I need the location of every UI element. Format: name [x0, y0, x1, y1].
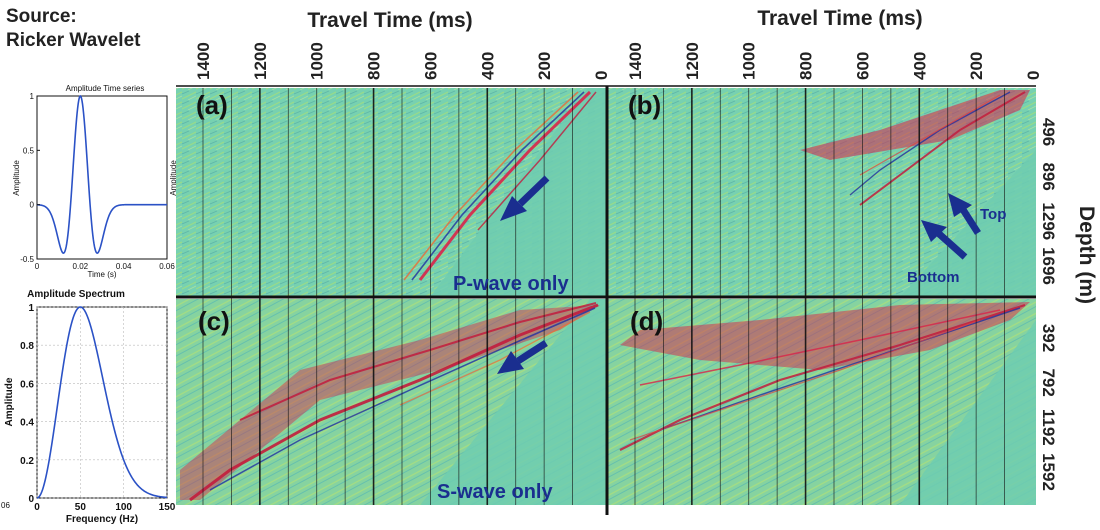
source-line1: Source:: [6, 6, 77, 27]
spectrum-ytick-label: 0.4: [20, 418, 34, 429]
time-series-xtick-label: 0.06: [159, 262, 175, 271]
arrow-panel-a: [500, 175, 550, 221]
panel-label-b: (b): [628, 90, 661, 120]
time-series-ytick-label: 0: [30, 201, 35, 210]
travel-time-tick-label: 800: [797, 52, 816, 80]
panel-label-c: (c): [198, 306, 230, 336]
travel-time-tick-label: 200: [535, 52, 554, 80]
spectrum-ytick-label: 0.2: [20, 456, 34, 467]
travel-time-tick-label: 0: [1024, 71, 1043, 80]
spectrum-xtick-label: 100: [115, 502, 132, 513]
p-wave-label: P-wave only: [453, 273, 569, 295]
spectrum-xtick-label: 0: [34, 502, 40, 513]
time-series-ytick-label: -0.5: [20, 255, 34, 264]
time-series-xlabel: Time (s): [87, 270, 116, 279]
panel-label-a: (a): [196, 90, 228, 120]
spectrum-line: [36, 306, 168, 499]
depth-tick-label: 1296: [1039, 202, 1058, 240]
spectrum-xtick-label: 50: [75, 502, 87, 513]
panel-d-quiet-zone: [900, 320, 1036, 505]
spectrum-xtick-label: 150: [159, 502, 176, 513]
travel-time-tick-label: 1000: [740, 42, 759, 80]
travel-time-tick-label: 200: [967, 52, 986, 80]
travel-time-tick-label: 1400: [194, 42, 213, 80]
travel-time-tick-label: 400: [910, 52, 929, 80]
s-wave-label: S-wave only: [437, 481, 553, 503]
travel-time-tick-label: 1200: [683, 42, 702, 80]
spectrum-ytick-label: 0.6: [20, 379, 34, 390]
time-series-xtick-label: 0.04: [116, 262, 132, 271]
depth-tick-label: 896: [1039, 162, 1058, 190]
depth-axis-title: Depth (m): [1075, 206, 1098, 304]
panel-c-quiet-zone: [420, 299, 606, 505]
spectrum-ytick-label: 0: [28, 494, 34, 505]
stray-tick-label: 06: [1, 501, 10, 510]
time-series-frame: [36, 95, 168, 260]
time-series-ytick-label: 0.5: [23, 146, 35, 155]
time-series-xtick-label: 0: [35, 262, 40, 271]
travel-time-title-left: Travel Time (ms): [307, 9, 472, 32]
depth-tick-label: 496: [1039, 118, 1058, 146]
spectrum-ytick-label: 1: [28, 303, 34, 314]
panel-label-d: (d): [630, 306, 663, 336]
panel-b-events: [800, 90, 1030, 206]
travel-time-tick-label: 400: [478, 52, 497, 80]
travel-time-tick-label: 0: [592, 71, 611, 80]
depth-tick-label: 1592: [1039, 453, 1058, 491]
depth-tick-label: 1696: [1039, 247, 1058, 285]
spectrum-ytick-label: 0.8: [20, 341, 34, 352]
time-series-ylabel-right: Amplitude: [169, 160, 178, 196]
arrow-bottom: [921, 220, 968, 260]
travel-time-tick-label: 800: [365, 52, 384, 80]
bottom-annotation: Bottom: [907, 269, 960, 286]
spectrum-title: Amplitude Spectrum: [27, 289, 125, 300]
time-series-line: [36, 94, 167, 255]
time-series-chart: Amplitude Time series 10.50-0.5 0 0.02 0.0…: [12, 84, 178, 279]
travel-time-tick-label: 600: [853, 52, 872, 80]
arrow-top: [948, 193, 981, 235]
panel-c-events: [180, 302, 600, 502]
travel-time-tick-label: 1000: [308, 42, 327, 80]
spectrum-ylabel: Amplitude: [4, 377, 15, 426]
panel-a-quiet-zone: [430, 88, 606, 297]
depth-tick-label: 792: [1039, 368, 1058, 396]
time-series-ytick-label: 1: [30, 92, 35, 101]
source-line2: Ricker Wavelet: [6, 30, 141, 51]
spectrum-frame: [36, 306, 168, 499]
top-annotation: Top: [980, 206, 1006, 223]
panel-d-events: [619, 302, 1030, 451]
depth-tick-label: 1192: [1039, 409, 1058, 446]
travel-time-tick-label: 1400: [626, 42, 645, 80]
time-series-ylabel: Amplitude: [12, 160, 21, 196]
time-series-xtick-label: 0.02: [73, 262, 89, 271]
travel-time-tick-label: 600: [421, 52, 440, 80]
travel-time-tick-label: 1200: [251, 42, 270, 80]
arrow-panel-c: [497, 340, 548, 374]
panel-a-events: [403, 90, 597, 281]
travel-time-title-right: Travel Time (ms): [757, 7, 922, 30]
seismic-section: Travel Time (ms) Travel Time (ms) Depth …: [176, 7, 1098, 515]
time-series-title: Amplitude Time series: [66, 84, 145, 93]
depth-tick-label: 392: [1039, 324, 1058, 352]
spectrum-xlabel: Frequency (Hz): [66, 514, 138, 525]
spectrum-chart: Amplitude Spectrum 1 0.8 0.6 0.4 0.2 0 0 50 100…: [1, 289, 176, 525]
